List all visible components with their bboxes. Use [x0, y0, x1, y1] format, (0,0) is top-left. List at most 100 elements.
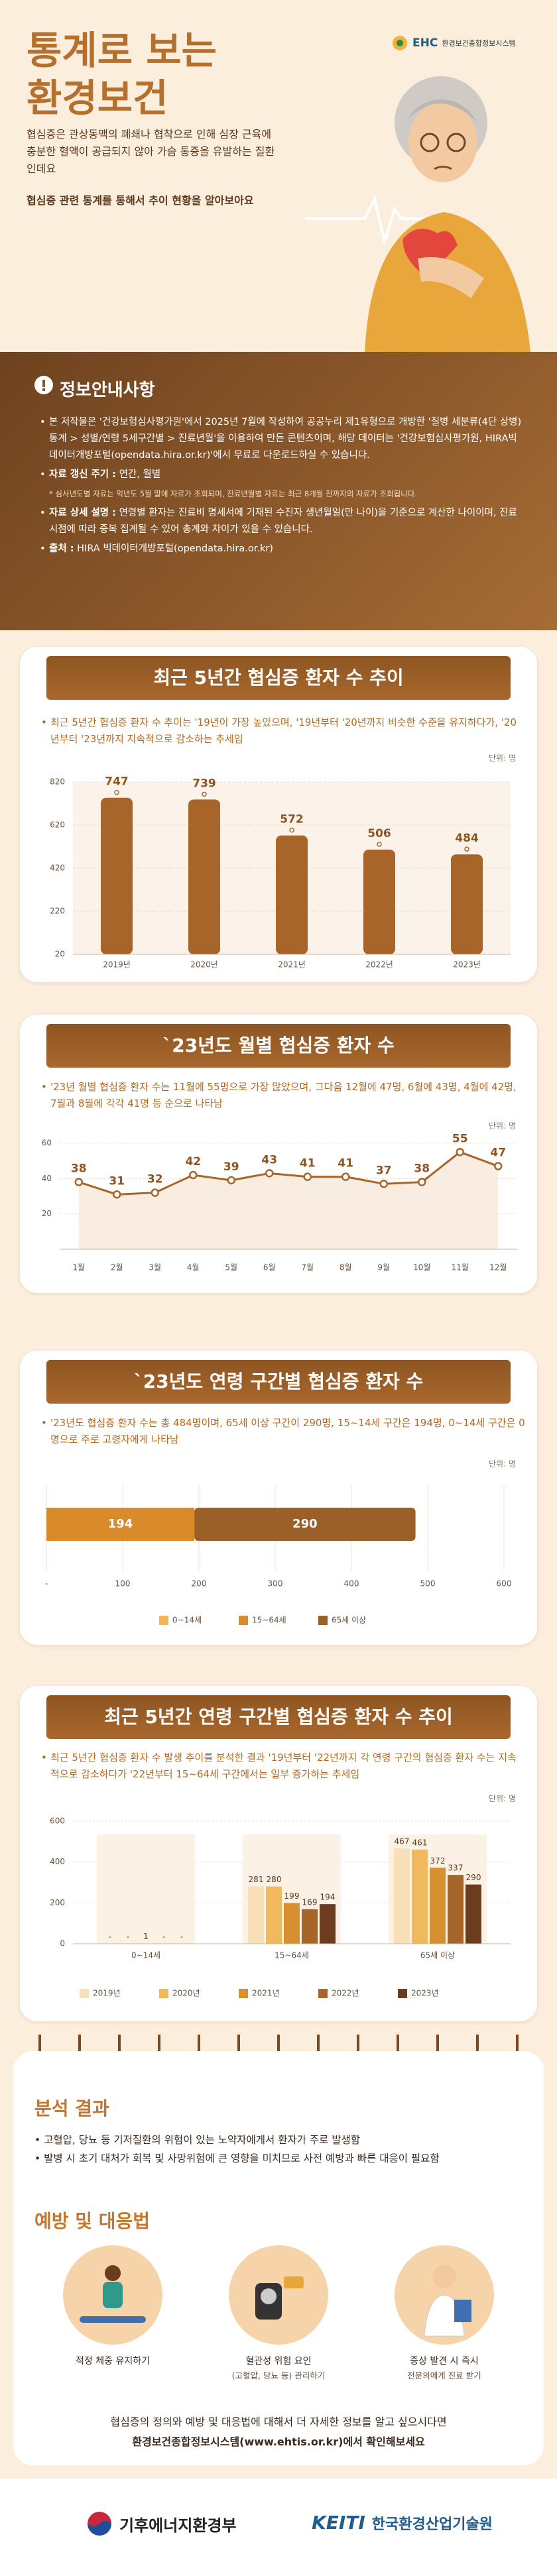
value-label: 372	[430, 1856, 446, 1866]
value-label: 467	[395, 1837, 410, 1846]
x-tick-label: 9월	[377, 1263, 390, 1272]
y-tick-label: 200	[50, 1898, 65, 1907]
legend-label: 2022년	[332, 1989, 359, 1998]
y-tick-label: 600	[50, 1817, 65, 1826]
value-label: 280	[267, 1875, 282, 1884]
bar-segment	[46, 1508, 195, 1541]
illustration	[305, 76, 530, 352]
analysis-item: 발병 시 초기 대처가 회복 및 사망위험에 큰 영향을 미치므로 사전 예방과…	[34, 2149, 525, 2168]
ministry-logo: 기후에너지환경부	[86, 2510, 237, 2537]
x-tick-label: 12월	[489, 1263, 507, 1272]
info-label: 출처 :	[49, 543, 74, 554]
bar-marker	[377, 842, 382, 847]
x-tick-label: 500	[420, 1579, 436, 1589]
x-tick-label: 8월	[340, 1263, 352, 1272]
title-line: 통계로 보는	[27, 28, 217, 73]
legend-swatch	[398, 1989, 407, 1998]
logo-text: 환경보건종합정보시스템	[442, 39, 516, 48]
value-label: 747	[105, 775, 129, 789]
bar-marker	[202, 791, 207, 797]
data-point	[113, 1190, 121, 1199]
chart-description: '23년 월별 협심증 환자 수는 11월에 55명으로 가장 많았으며, 그다…	[41, 1079, 525, 1112]
info-icon	[34, 376, 53, 394]
bar	[448, 1875, 464, 1944]
data-point	[456, 1148, 464, 1156]
chart: - 100 200 300 400 500 600 194 290 0~14세 15~64세 65세 …	[45, 1484, 511, 1625]
keiti-name: 한국환경산업기술원	[371, 2516, 493, 2533]
intro-text: 협심증은 관상동맥의 폐쇄나 협착으로 인해 심장 근육에 충분한 혈액이 공급…	[27, 128, 275, 175]
data-point	[265, 1169, 274, 1178]
legend-label: 2021년	[252, 1989, 280, 1998]
prevention-caption: 적정 체중 유지하기	[33, 2354, 192, 2369]
value-label: -	[127, 1932, 129, 1942]
y-tick-label: 20	[55, 950, 65, 959]
x-tick-label: 2023년	[453, 960, 481, 970]
x-tick-label: 5월	[225, 1263, 237, 1272]
bar	[430, 1868, 446, 1944]
prevention-caption: 혈관성 위험 요인 (고혈압, 당뇨 등) 관리하기	[199, 2354, 358, 2383]
info-text: HIRA 빅데이터개방포털(opendata.hira.or.kr)	[77, 543, 273, 554]
unit-label: 단위: 명	[489, 1459, 516, 1469]
info-item: 자료 상세 설명 : 연령별 환자는 진료비 명세서에 기재된 수진자 생년월일…	[40, 505, 524, 538]
bar	[188, 799, 220, 954]
x-tick-label: 200	[192, 1579, 207, 1589]
value-label: 290	[466, 1873, 481, 1882]
logo-icon	[393, 36, 407, 50]
value-label: 572	[280, 813, 304, 826]
bar	[101, 797, 133, 954]
value-label: 55	[452, 1132, 468, 1145]
value-label: 169	[302, 1897, 318, 1907]
bar	[284, 1903, 300, 1944]
x-tick-label: 2월	[111, 1263, 123, 1272]
x-tick-label: 400	[344, 1579, 359, 1589]
bar	[394, 1848, 410, 1944]
bar	[320, 1904, 336, 1944]
bar	[276, 835, 308, 954]
x-tick-label: -	[45, 1579, 48, 1589]
value-label: 199	[284, 1891, 300, 1901]
chart-title: `23년도 월별 협심증 환자 수	[46, 1024, 511, 1068]
bar-marker	[114, 789, 119, 795]
legend-swatch	[80, 1989, 89, 1998]
chart-title: 최근 5년간 협심증 환자 수 추이	[46, 656, 511, 700]
legend-swatch	[239, 1989, 248, 1998]
y-tick-label: 220	[50, 907, 65, 916]
y-tick-label: 20	[42, 1209, 52, 1218]
bar	[363, 850, 395, 954]
legend-label: 65세 이상	[332, 1616, 366, 1625]
chart: 20 40 60 38 1월 31 2월 32 3월 42 4월 39 5월 43 6월 41 7월 41 8월 37…	[42, 1132, 517, 1272]
closing-text: 협심증의 정의와 예방 및 대응법에 대해서 더 자세한 정보를 알고 싶으시다…	[27, 2412, 530, 2452]
value-label: 194	[108, 1517, 133, 1531]
value-label: 41	[300, 1157, 316, 1170]
caption-line: 전문의에게 진료 받기	[407, 2371, 481, 2380]
y-tick-label: 820	[50, 777, 65, 787]
data-point	[418, 1178, 426, 1186]
value-label: 37	[376, 1164, 392, 1177]
data-point	[379, 1180, 388, 1188]
data-point	[341, 1172, 350, 1181]
caption-line: 증상 발견 시 즉시	[410, 2356, 479, 2367]
unit-label: 단위: 명	[489, 1121, 516, 1131]
info-item: 출처 : HIRA 빅데이터개방포털(opendata.hira.or.kr)	[40, 541, 524, 557]
x-tick-label: 7월	[301, 1263, 314, 1272]
info-section	[0, 352, 557, 630]
x-tick-label: 100	[115, 1579, 131, 1589]
caption-line: 적정 체중 유지하기	[76, 2356, 150, 2367]
value-label: 43	[261, 1153, 277, 1166]
y-tick-label: 620	[50, 820, 65, 830]
y-tick-label: 400	[50, 1857, 65, 1866]
value-label: 38	[414, 1162, 430, 1176]
logo: EHC 환경보건종합정보시스템	[391, 34, 516, 52]
logo-mark: EHC	[412, 36, 438, 50]
y-tick-label: 420	[50, 864, 65, 873]
legend-swatch	[159, 1989, 168, 1998]
chart-description: '23년도 협심증 환자 수는 총 484명이며, 65세 이상 구간이 290…	[41, 1415, 525, 1448]
chart-title: 최근 5년간 연령 구간별 협심증 환자 수 추이	[46, 1695, 511, 1739]
group-background	[97, 1834, 195, 1944]
x-tick-label: 11월	[452, 1263, 469, 1272]
value-label: 461	[412, 1838, 428, 1847]
bar-segment	[194, 1508, 416, 1541]
x-tick-label: 3월	[149, 1263, 161, 1272]
value-label: 194	[320, 1893, 336, 1902]
value-label: -	[180, 1932, 183, 1942]
